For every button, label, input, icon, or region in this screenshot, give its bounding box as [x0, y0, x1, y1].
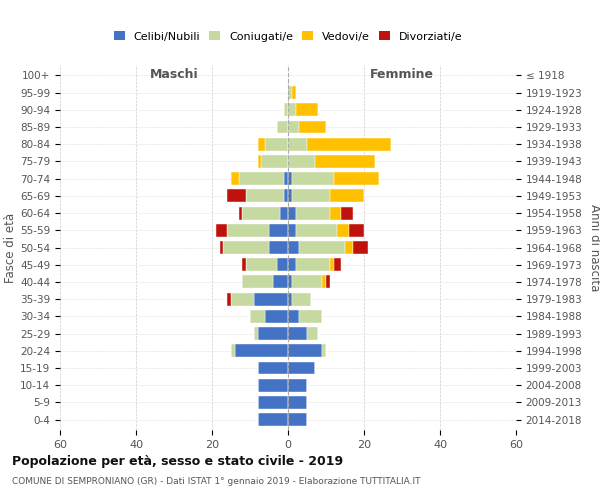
Bar	[292, 276, 322, 288]
Bar	[223, 241, 269, 254]
Bar	[334, 172, 379, 185]
Bar	[307, 138, 391, 150]
Bar	[322, 276, 326, 288]
Bar	[246, 258, 277, 271]
Bar	[345, 241, 353, 254]
Bar	[292, 190, 330, 202]
Bar	[257, 379, 288, 392]
Bar	[288, 310, 299, 323]
Bar	[326, 276, 330, 288]
Bar	[239, 206, 242, 220]
Bar	[322, 344, 326, 358]
Bar	[337, 224, 349, 236]
Bar	[257, 362, 288, 374]
Bar	[227, 292, 231, 306]
Bar	[288, 344, 322, 358]
Bar	[239, 172, 284, 185]
Bar	[288, 241, 299, 254]
Text: Popolazione per età, sesso e stato civile - 2019: Popolazione per età, sesso e stato civil…	[12, 455, 343, 468]
Bar	[288, 413, 307, 426]
Bar	[231, 292, 254, 306]
Bar	[288, 190, 292, 202]
Bar	[288, 396, 307, 409]
Bar	[284, 172, 288, 185]
Bar	[292, 292, 311, 306]
Bar	[262, 155, 288, 168]
Bar	[288, 276, 292, 288]
Bar	[334, 258, 341, 271]
Bar	[288, 120, 299, 134]
Bar	[341, 206, 353, 220]
Bar	[330, 190, 364, 202]
Bar	[288, 224, 296, 236]
Bar	[296, 258, 330, 271]
Bar	[277, 120, 288, 134]
Bar	[284, 190, 288, 202]
Bar	[246, 190, 284, 202]
Bar	[242, 206, 280, 220]
Bar	[299, 310, 322, 323]
Bar	[269, 224, 288, 236]
Text: COMUNE DI SEMPRONIANO (GR) - Dati ISTAT 1° gennaio 2019 - Elaborazione TUTTITALI: COMUNE DI SEMPRONIANO (GR) - Dati ISTAT …	[12, 478, 421, 486]
Bar	[292, 86, 296, 99]
Text: Femmine: Femmine	[370, 68, 434, 82]
Bar	[242, 276, 273, 288]
Bar	[265, 310, 288, 323]
Bar	[257, 327, 288, 340]
Bar	[284, 104, 288, 116]
Bar	[299, 120, 326, 134]
Bar	[280, 206, 288, 220]
Bar	[307, 327, 319, 340]
Bar	[265, 138, 288, 150]
Bar	[227, 190, 246, 202]
Bar	[231, 344, 235, 358]
Bar	[296, 224, 337, 236]
Bar	[250, 310, 265, 323]
Bar	[288, 138, 307, 150]
Bar	[292, 172, 334, 185]
Bar	[257, 413, 288, 426]
Y-axis label: Anni di nascita: Anni di nascita	[588, 204, 600, 291]
Bar	[277, 258, 288, 271]
Bar	[299, 241, 345, 254]
Bar	[288, 206, 296, 220]
Bar	[288, 172, 292, 185]
Bar	[257, 155, 262, 168]
Bar	[220, 241, 223, 254]
Bar	[288, 292, 292, 306]
Bar	[288, 155, 314, 168]
Bar	[254, 327, 257, 340]
Bar	[288, 362, 314, 374]
Bar	[353, 241, 368, 254]
Text: Maschi: Maschi	[149, 68, 199, 82]
Bar	[288, 86, 292, 99]
Bar	[231, 172, 239, 185]
Bar	[254, 292, 288, 306]
Bar	[288, 379, 307, 392]
Bar	[269, 241, 288, 254]
Bar	[349, 224, 364, 236]
Bar	[314, 155, 376, 168]
Bar	[330, 206, 341, 220]
Bar	[296, 104, 319, 116]
Y-axis label: Fasce di età: Fasce di età	[4, 212, 17, 282]
Bar	[227, 224, 269, 236]
Bar	[257, 396, 288, 409]
Legend: Celibi/Nubili, Coniugati/e, Vedovi/e, Divorziati/e: Celibi/Nubili, Coniugati/e, Vedovi/e, Di…	[109, 27, 467, 46]
Bar	[288, 104, 296, 116]
Bar	[273, 276, 288, 288]
Bar	[330, 258, 334, 271]
Bar	[257, 138, 265, 150]
Bar	[216, 224, 227, 236]
Bar	[242, 258, 246, 271]
Bar	[296, 206, 330, 220]
Bar	[288, 258, 296, 271]
Bar	[288, 327, 307, 340]
Bar	[235, 344, 288, 358]
